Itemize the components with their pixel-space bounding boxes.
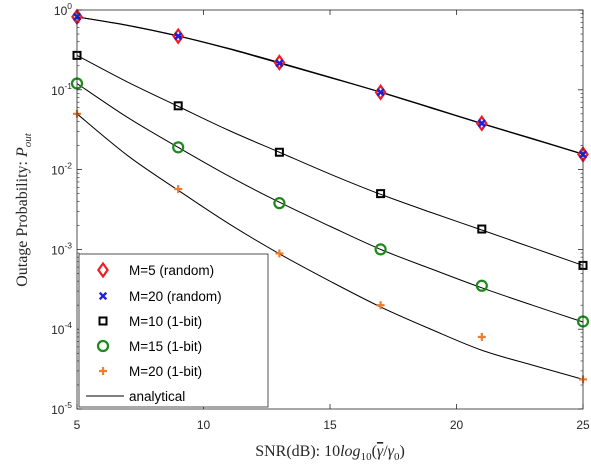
data-point-s5-2 — [174, 185, 183, 194]
analytical-curve-3 — [76, 54, 584, 266]
legend-marker-1 — [97, 261, 109, 279]
data-point-s2-5 — [477, 119, 486, 128]
x-axis-label-gamma0-sub: 0 — [394, 451, 400, 463]
data-point-s4-3 — [273, 197, 286, 210]
legend-label-4: M=15 (1-bit) — [129, 339, 202, 354]
legend-marker-3 — [98, 316, 108, 326]
data-point-s2-4 — [376, 88, 385, 97]
x-axis-label-log-base: 10 — [361, 451, 373, 463]
y-tick-label: 10-3 — [51, 240, 72, 257]
analytical-curve-5 — [76, 113, 584, 380]
x-tick-label: 5 — [74, 418, 81, 432]
analytical-curve-4 — [76, 83, 584, 323]
data-point-s4-2 — [172, 141, 185, 154]
data-point-s5-3 — [275, 249, 284, 258]
legend-marker-5 — [99, 367, 107, 375]
x-axis-label-gamma0: γ — [388, 443, 395, 460]
x-axis-label-log: log — [340, 443, 360, 460]
x-axis-label-close: ) — [399, 443, 404, 460]
data-point-s4-4 — [374, 243, 387, 256]
x-tick-label: 25 — [576, 418, 590, 432]
legend-label-1: M=5 (random) — [129, 263, 214, 278]
x-axis-label-main: SNR(dB): 10 — [255, 443, 340, 460]
x-axis-label: SNR(dB): 10log10(γ/γ0) — [255, 443, 405, 463]
legend-box — [78, 253, 269, 408]
data-point-s4-5 — [475, 279, 488, 292]
data-point-s3-4 — [376, 189, 386, 199]
legend-label-3: M=10 (1-bit) — [129, 314, 202, 329]
legend-label-6: analytical — [129, 389, 185, 404]
y-tick-label: 10-1 — [51, 81, 72, 98]
data-point-s5-4 — [376, 301, 385, 310]
y-axis-label-p: P — [14, 147, 31, 158]
x-tick-label: 15 — [323, 418, 337, 432]
y-tick-label: 10-5 — [51, 400, 72, 417]
data-point-s3-5 — [477, 224, 487, 234]
axis-ticks — [76, 9, 584, 410]
legend: M=5 (random) M=20 (random) M=10 (1-bit) M=1… — [78, 253, 269, 408]
legend-marker-2 — [98, 291, 108, 301]
legend-marker-4 — [96, 339, 110, 353]
x-axis-label-open: ( — [372, 443, 377, 460]
data-point-s3-2 — [173, 101, 183, 111]
data-point-s5-5 — [477, 332, 486, 341]
data-point-s2-2 — [174, 32, 183, 41]
y-axis-label-main: Outage Probability: — [14, 157, 31, 287]
x-tick-label: 20 — [450, 418, 464, 432]
y-axis-label: Outage Probability: Pout — [14, 132, 34, 287]
legend-label-5: M=20 (1-bit) — [129, 364, 202, 379]
data-point-s3-3 — [274, 147, 284, 157]
y-tick-label: 10-2 — [51, 161, 72, 178]
y-tick-labels: 100 10-1 10-2 10-3 10-4 10-5 — [51, 1, 72, 417]
y-axis-label-sub: out — [22, 132, 34, 147]
x-tick-label: 10 — [197, 418, 211, 432]
x-tick-labels: 5 10 15 20 25 — [74, 418, 590, 432]
data-point-s2-3 — [275, 59, 284, 68]
legend-label-2: M=20 (random) — [129, 289, 222, 304]
y-tick-label: 10-4 — [51, 320, 72, 337]
analytical-curve-2 — [76, 16, 584, 155]
analytical-curves — [76, 16, 584, 380]
x-axis-label-slash: / — [383, 443, 388, 460]
x-axis-label-gamma-bar: γ — [377, 443, 384, 460]
y-tick-label: 100 — [54, 1, 72, 18]
